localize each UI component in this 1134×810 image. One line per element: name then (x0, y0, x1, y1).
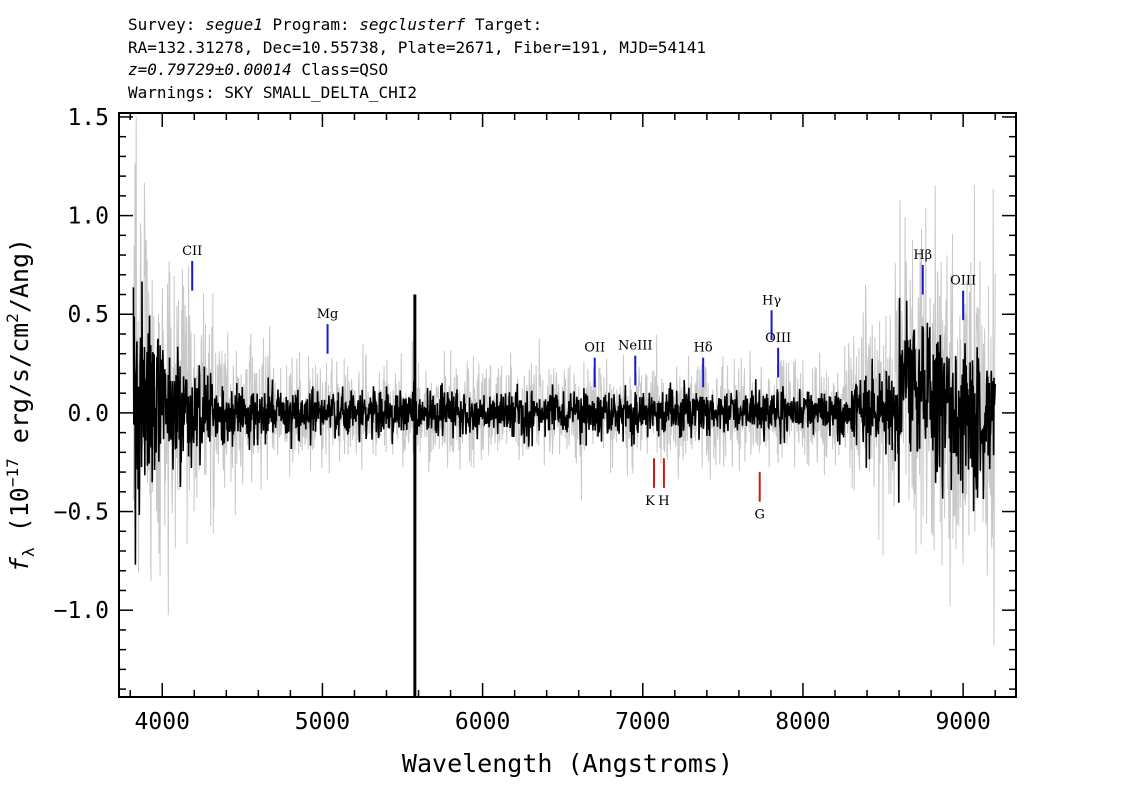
target-label: Target: (474, 15, 543, 34)
emission-line-label: Hδ (694, 341, 713, 356)
y-axis-label: fλ (10−17 erg/s/cm2/Ang) (3, 238, 38, 572)
survey-value: segue1 (205, 15, 263, 34)
absorption-line-label: K (645, 494, 655, 509)
survey-label: Survey: (128, 15, 196, 34)
plot-series-layer (132, 116, 996, 698)
x-tick-label: 8000 (775, 709, 830, 735)
header-line-coords: RA=132.31278, Dec=10.55738, Plate=2671, … (128, 37, 706, 57)
y-tick-label: −0.5 (54, 500, 109, 526)
emission-line-label: OII (584, 341, 605, 356)
x-tick-label: 9000 (935, 709, 990, 735)
y-tick-label: 0.5 (67, 302, 109, 328)
emission-line-label: Mg (317, 307, 339, 322)
program-value: segclusterf (359, 15, 466, 34)
absorption-line-label: H (658, 494, 669, 509)
spectral-line-markers: CII Mg OII NeIII Hδ Hγ OIII Hβ OIII K H G (182, 244, 976, 523)
y-tick-label: 0.0 (67, 401, 109, 427)
redshift-value: z=0.79729±0.00014 (128, 60, 292, 79)
spectrum-header: Survey: segue1 Program: segclusterf Targ… (128, 14, 706, 104)
program-label: Program: (272, 15, 350, 34)
header-line-warnings: Warnings: SKY SMALL_DELTA_CHI2 (128, 82, 417, 102)
y-tick-label: 1.5 (67, 105, 109, 131)
flux-series-line (132, 281, 996, 698)
header-line-survey: Survey: segue1 Program: segclusterf Targ… (128, 14, 706, 37)
axis-ticks: 4000 5000 6000 7000 8000 9000 −1.0 −0.5 0.0 0.5 1.… (54, 105, 1016, 735)
emission-line-label: Hγ (762, 293, 781, 308)
header-line-redshift: z=0.79729±0.00014 Class=QSO (128, 59, 706, 82)
absorption-line-label: G (755, 508, 765, 523)
x-tick-label: 6000 (455, 709, 510, 735)
emission-line-label: CII (182, 244, 202, 259)
emission-line-label: OIII (950, 274, 976, 289)
x-axis-label: Wavelength (Angstroms) (402, 749, 733, 778)
class-value: Class=QSO (301, 60, 389, 79)
plot-frame (118, 112, 1017, 698)
emission-line-label: Hβ (913, 248, 932, 263)
y-tick-label: 1.0 (67, 204, 109, 230)
x-tick-label: 7000 (615, 709, 670, 735)
x-tick-label: 4000 (135, 709, 190, 735)
y-tick-label: −1.0 (54, 598, 109, 624)
emission-line-label: OIII (765, 331, 791, 346)
emission-line-label: NeIII (618, 339, 652, 354)
x-tick-label: 5000 (295, 709, 350, 735)
